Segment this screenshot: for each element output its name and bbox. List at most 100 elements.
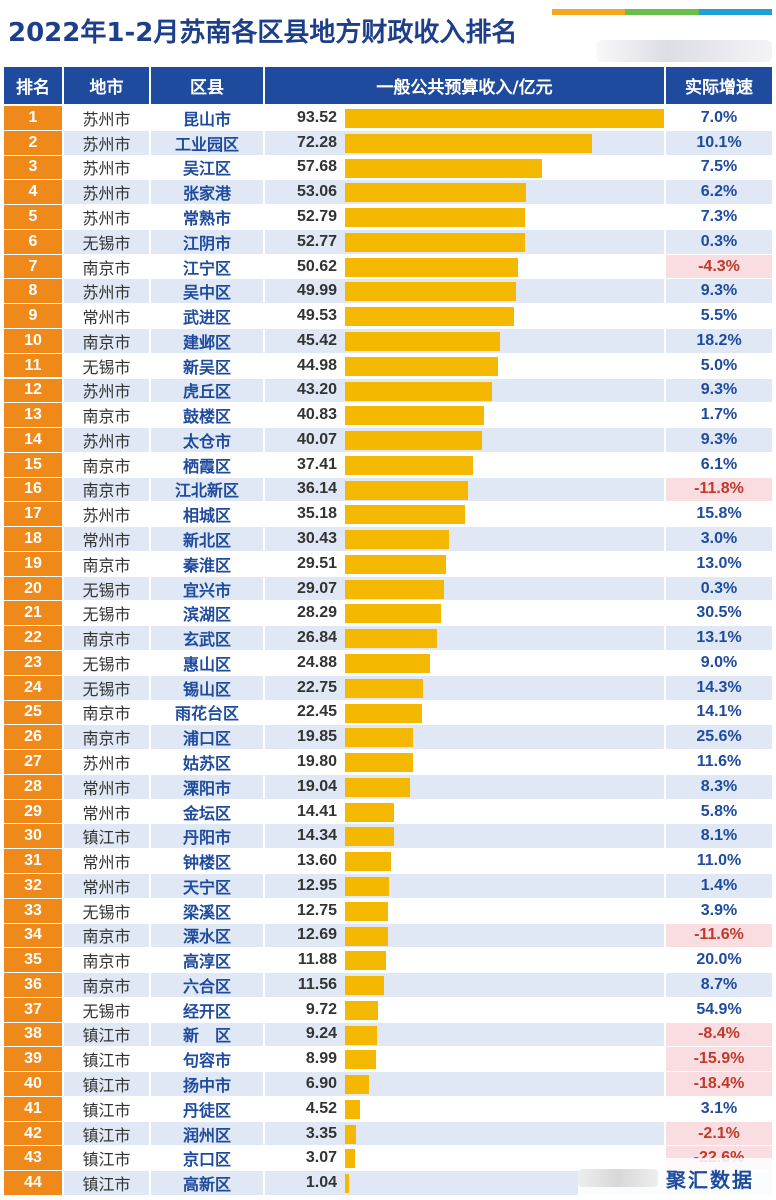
revenue-value: 49.53	[296, 307, 337, 325]
revenue-value: 30.43	[296, 530, 337, 548]
city-cell: 苏州市	[64, 130, 149, 156]
revenue-cell: 22.75	[265, 675, 664, 701]
bar-track	[345, 951, 664, 971]
growth-cell: 3.1%	[666, 1096, 772, 1122]
revenue-bar	[345, 257, 518, 277]
bar-track	[345, 505, 664, 525]
rank-cell: 8	[4, 279, 62, 305]
growth-cell: 6.2%	[666, 180, 772, 206]
city-cell: 南京市	[64, 725, 149, 751]
table-row: 6 无锡市 江阴市 52.77 0.3%	[4, 229, 774, 255]
city-cell: 南京市	[64, 923, 149, 949]
revenue-value: 44.98	[296, 356, 337, 374]
revenue-value: 35.18	[296, 505, 337, 523]
rank-cell: 10	[4, 328, 62, 354]
revenue-bar	[345, 1025, 377, 1045]
growth-cell: 20.0%	[666, 948, 772, 974]
revenue-bar	[345, 109, 664, 128]
rank-cell: 43	[4, 1146, 62, 1172]
revenue-cell: 52.77	[265, 229, 664, 255]
district-cell: 经开区	[151, 997, 263, 1023]
city-cell: 苏州市	[64, 106, 149, 131]
city-cell: 苏州市	[64, 279, 149, 305]
district-cell: 张家港	[151, 180, 263, 206]
revenue-value: 14.41	[296, 802, 337, 820]
rank-cell: 11	[4, 353, 62, 379]
revenue-cell: 19.80	[265, 750, 664, 775]
district-cell: 栖霞区	[151, 452, 263, 478]
rank-cell: 24	[4, 675, 62, 701]
revenue-value: 3.07	[305, 1149, 337, 1167]
bar-track	[345, 852, 664, 872]
revenue-cell: 52.79	[265, 205, 664, 230]
bar-track	[345, 480, 664, 500]
revenue-value: 12.95	[296, 876, 337, 894]
city-cell: 南京市	[64, 551, 149, 577]
watermark: 聚汇数据	[578, 1158, 774, 1198]
city-cell: 镇江市	[64, 1022, 149, 1048]
city-cell: 苏州市	[64, 180, 149, 206]
bar-track	[345, 629, 664, 649]
revenue-cell: 4.52	[265, 1096, 664, 1122]
revenue-cell: 8.99	[265, 1047, 664, 1073]
city-cell: 南京市	[64, 626, 149, 651]
header-district: 区县	[151, 67, 263, 104]
city-cell: 无锡市	[64, 601, 149, 627]
rank-cell: 42	[4, 1121, 62, 1147]
bar-track	[345, 802, 664, 822]
table-row: 26 南京市 浦口区 19.85 25.6%	[4, 725, 774, 751]
revenue-cell: 19.04	[265, 774, 664, 800]
district-cell: 昆山市	[151, 106, 263, 131]
growth-cell: 7.0%	[666, 106, 772, 131]
table-row: 5 苏州市 常熟市 52.79 7.3%	[4, 205, 774, 230]
revenue-bar	[345, 629, 437, 649]
district-cell: 金坛区	[151, 799, 263, 825]
revenue-bar	[345, 777, 410, 797]
rank-cell: 33	[4, 898, 62, 924]
table-row: 17 苏州市 相城区 35.18 15.8%	[4, 502, 774, 528]
revenue-cell: 9.72	[265, 997, 664, 1023]
district-cell: 高淳区	[151, 948, 263, 974]
bar-track	[345, 876, 664, 896]
table-row: 14 苏州市 太仓市 40.07 9.3%	[4, 428, 774, 453]
city-cell: 镇江市	[64, 1072, 149, 1097]
growth-cell: 8.7%	[666, 973, 772, 998]
city-cell: 镇江市	[64, 1047, 149, 1073]
rank-cell: 34	[4, 923, 62, 949]
revenue-value: 93.52	[296, 108, 337, 126]
revenue-cell: 72.28	[265, 130, 664, 156]
growth-cell: -4.3%	[666, 254, 772, 280]
growth-cell: 7.5%	[666, 155, 772, 181]
bar-track	[345, 282, 664, 302]
district-cell: 宜兴市	[151, 576, 263, 602]
city-cell: 无锡市	[64, 675, 149, 701]
bar-track	[345, 1099, 664, 1119]
district-cell: 雨花台区	[151, 700, 263, 726]
growth-cell: 13.0%	[666, 551, 772, 577]
revenue-bar	[345, 455, 473, 475]
table-row: 33 无锡市 梁溪区 12.75 3.9%	[4, 898, 774, 924]
revenue-cell: 29.07	[265, 576, 664, 602]
growth-cell: 5.0%	[666, 353, 772, 379]
revenue-value: 6.90	[305, 1075, 337, 1093]
table-row: 4 苏州市 张家港 53.06 6.2%	[4, 180, 774, 206]
header-growth: 实际增速	[666, 67, 772, 104]
revenue-bar	[345, 876, 390, 896]
bar-track	[345, 183, 664, 203]
table-header: 排名 地市 区县 一般公共预算收入/亿元 实际增速	[4, 67, 774, 104]
revenue-bar	[345, 753, 413, 773]
revenue-bar	[345, 406, 485, 426]
rank-cell: 6	[4, 229, 62, 255]
table-row: 30 镇江市 丹阳市 14.34 8.1%	[4, 824, 774, 850]
city-cell: 南京市	[64, 328, 149, 354]
revenue-bar	[345, 1000, 379, 1020]
revenue-cell: 19.85	[265, 725, 664, 751]
revenue-bar	[345, 331, 500, 351]
growth-cell: 5.5%	[666, 304, 772, 329]
district-cell: 滨湖区	[151, 601, 263, 627]
bar-track	[345, 1075, 664, 1095]
growth-cell: -11.8%	[666, 477, 772, 503]
revenue-value: 72.28	[296, 133, 337, 151]
revenue-bar	[345, 852, 392, 872]
district-cell: 江北新区	[151, 477, 263, 503]
